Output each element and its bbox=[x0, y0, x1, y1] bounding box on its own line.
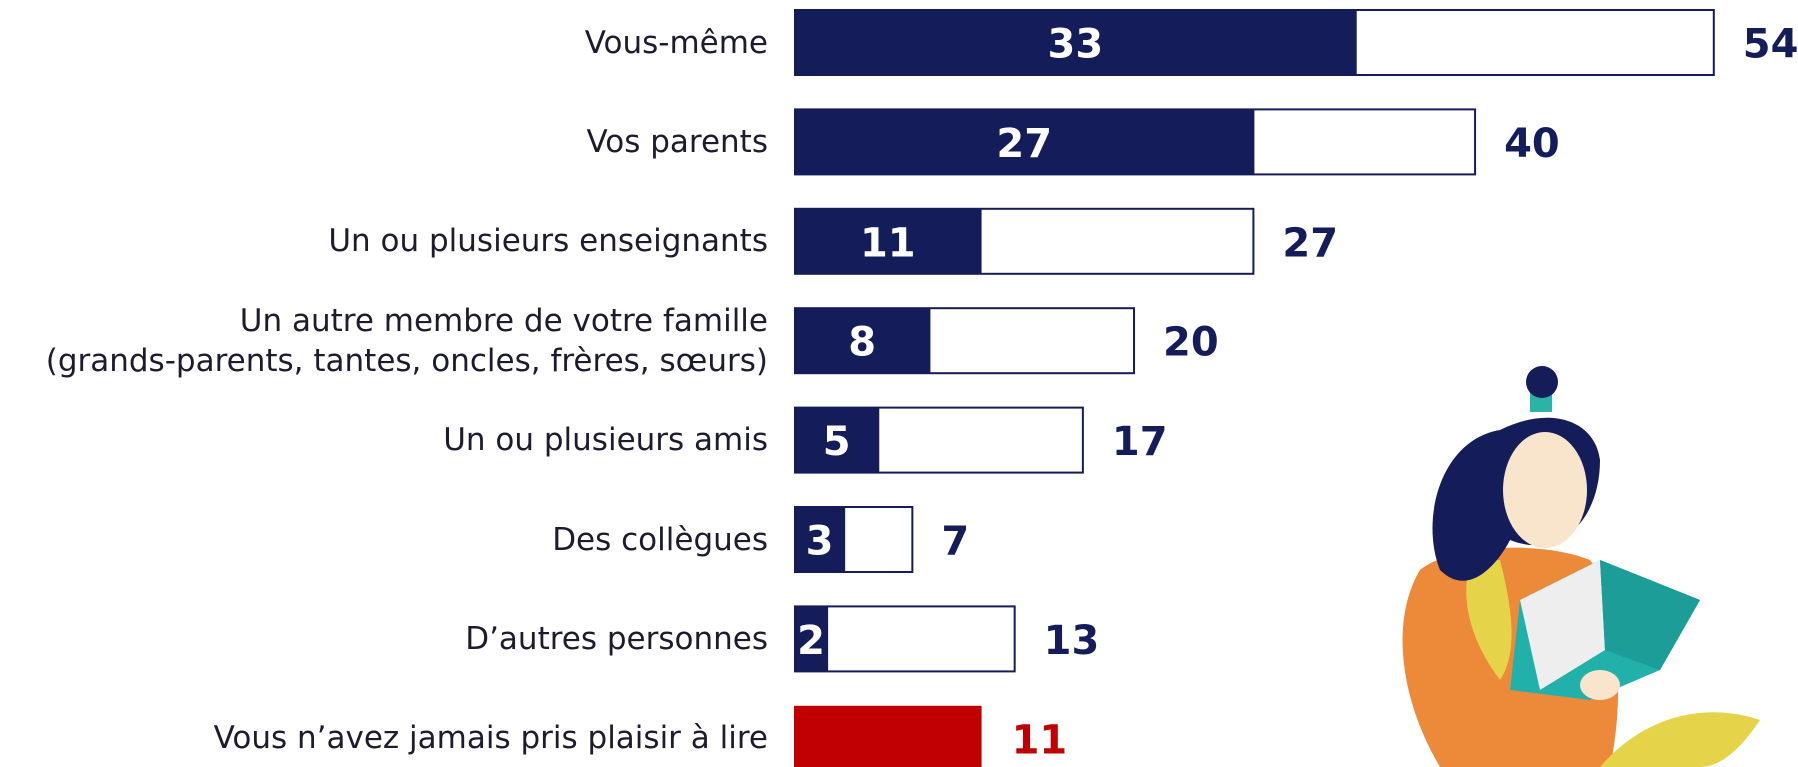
category-label: Des collègues bbox=[552, 521, 768, 558]
category-label: D’autres personnes bbox=[465, 620, 768, 657]
inner-label: 33 bbox=[1048, 22, 1104, 68]
category-label: Vous n’avez jamais pris plaisir à lire bbox=[213, 720, 768, 757]
total-label: 13 bbox=[1044, 618, 1100, 664]
bar bbox=[794, 705, 982, 767]
total-label: 17 bbox=[1112, 419, 1168, 465]
illustration bbox=[1402, 366, 1760, 767]
bar-inner bbox=[794, 208, 982, 274]
bar-inner bbox=[794, 507, 846, 572]
total-label: 7 bbox=[941, 519, 969, 565]
bar-inner bbox=[794, 109, 1255, 175]
bar-inner bbox=[794, 10, 1357, 75]
total-label: 20 bbox=[1163, 320, 1219, 366]
inner-label: 8 bbox=[848, 320, 876, 366]
category-label: Vos parents bbox=[586, 123, 768, 160]
total-label: 54 bbox=[1743, 22, 1798, 68]
total-label: 27 bbox=[1282, 220, 1338, 266]
category-label: Un autre membre de votre famille (grands… bbox=[45, 302, 768, 379]
category-label: Un ou plusieurs enseignants bbox=[328, 223, 768, 260]
value-label: 11 bbox=[1012, 717, 1068, 763]
inner-label: 5 bbox=[823, 419, 851, 465]
category-label: Un ou plusieurs amis bbox=[443, 422, 768, 459]
inner-label: 3 bbox=[806, 519, 834, 565]
inner-label: 11 bbox=[860, 220, 916, 266]
category-label: Vous-même bbox=[584, 24, 768, 61]
inner-label: 2 bbox=[797, 618, 825, 664]
inner-label: 27 bbox=[996, 121, 1052, 167]
bar-inner bbox=[794, 407, 880, 473]
bar-inner bbox=[794, 606, 829, 672]
bar-inner bbox=[794, 308, 931, 374]
total-label: 40 bbox=[1504, 121, 1560, 167]
bar-total bbox=[794, 605, 1016, 673]
